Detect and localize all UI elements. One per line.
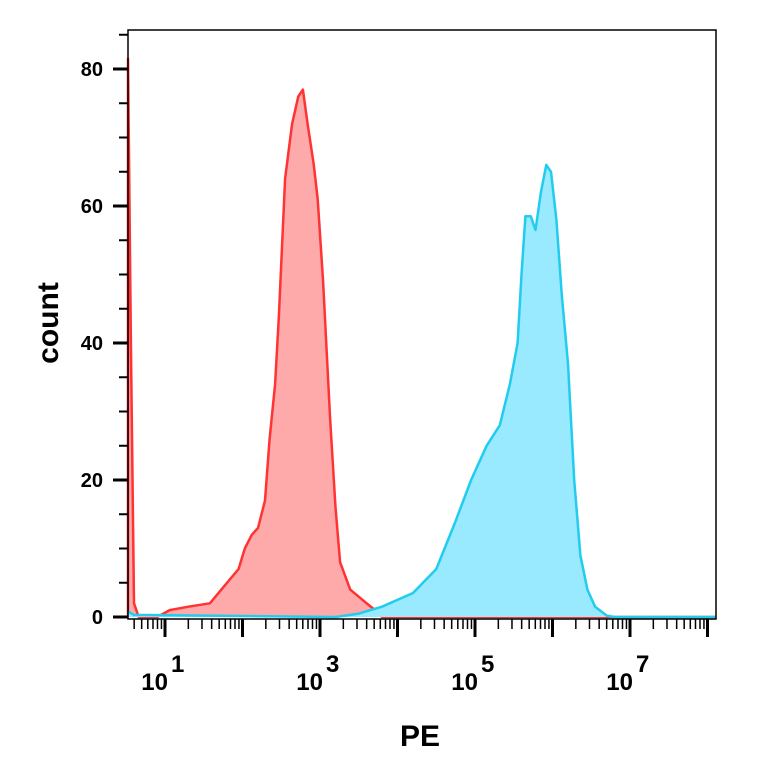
series-0 [126, 57, 716, 619]
x-axis-title: PE [400, 720, 440, 753]
histogram-line [127, 163, 716, 619]
plot-area [126, 29, 717, 620]
series-1 [127, 163, 716, 619]
x-tick-base: 10 [141, 669, 168, 696]
y-tick-label: 0 [92, 607, 103, 629]
y-axis: 0 20 40 60 80 [81, 33, 128, 629]
x-tick-label: 105 [451, 651, 494, 696]
histogram-line [126, 57, 716, 619]
y-tick-label: 60 [81, 196, 103, 218]
x-tick-label: 103 [296, 651, 339, 696]
x-tick-base: 10 [296, 669, 323, 696]
plot-frame [127, 29, 717, 620]
histogram-fill [128, 58, 716, 617]
plot-background [128, 30, 716, 619]
y-axis-title: count [32, 282, 65, 364]
x-tick-exponent: 5 [481, 651, 494, 678]
series-layer [126, 57, 716, 619]
x-tick-label: 107 [606, 651, 649, 696]
x-tick-label: 101 [141, 651, 184, 696]
x-tick-exponent: 1 [171, 651, 184, 678]
y-tick-label: 80 [81, 59, 103, 81]
x-tick-exponent: 3 [326, 651, 339, 678]
x-tick-exponent: 7 [636, 651, 649, 678]
histogram-fill [128, 164, 716, 617]
y-tick-label: 40 [81, 333, 103, 355]
x-tick-base: 10 [451, 669, 478, 696]
y-tick-label: 20 [81, 470, 103, 492]
x-tick-base: 10 [606, 669, 633, 696]
